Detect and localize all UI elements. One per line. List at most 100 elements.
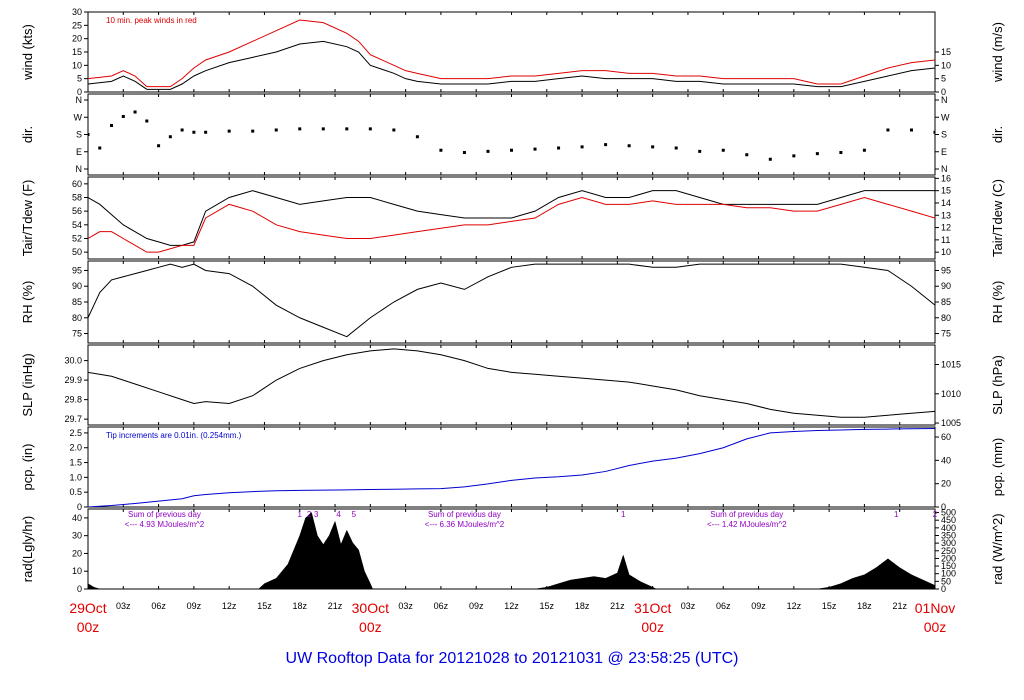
x-date-label: 29Oct [69, 600, 106, 616]
panel-7-event-label: 3 [314, 510, 319, 519]
panel-3-ytick-right-label: 16 [941, 173, 951, 183]
panel-5-ytick-left-label: 30.0 [64, 356, 82, 366]
x-tick-label: 06z [151, 601, 166, 611]
panel-2-ytick-right-label: E [941, 147, 947, 157]
panel-1-ytick-right-label: 10 [941, 60, 951, 70]
panel-2-point [933, 130, 935, 134]
panel-1-series-2 [88, 19, 935, 88]
x-tick-label: 12z [222, 601, 237, 611]
panel-2-point [157, 144, 161, 148]
panel-1-ytick-right-label: 0 [941, 87, 946, 97]
panel-1-frame [87, 11, 936, 93]
x-date-hour-label: 00z [359, 619, 382, 635]
panel-4-frame [87, 260, 936, 344]
x-tick-label: 09z [187, 601, 202, 611]
panel-1-ytick-left-label: 20 [72, 34, 82, 44]
panel-6-ylabel-left: pcp. (in) [20, 444, 35, 491]
panel-3-ytick-right-label: 10 [941, 247, 951, 257]
panel-7-annotation: <--- 1.42 MJoules/m^2 [707, 520, 787, 529]
panel-2-point [274, 128, 278, 132]
panel-7-ytick-right-label: 350 [941, 530, 956, 540]
panel-3-ytick-right-label: 11 [941, 235, 950, 245]
x-tick-label: 03z [681, 601, 696, 611]
panel-2-ytick-right-label: W [941, 112, 950, 122]
panel-4-ytick-left-label: 80 [72, 313, 82, 323]
panel-2-ytick-right-label: S [941, 130, 947, 140]
panel-5-ylabel-right: SLP (hPa) [990, 355, 1005, 415]
panel-2-point [298, 127, 302, 131]
x-date-label: 31Oct [634, 600, 671, 616]
x-tick-label: 03z [116, 601, 131, 611]
panel-3-series-1 [88, 190, 935, 246]
panel-2-point [674, 146, 678, 150]
x-tick-label: 03z [398, 601, 413, 611]
panel-7-ytick-left-label: 40 [72, 513, 82, 523]
panel-2-point [698, 149, 702, 153]
panel-7-ytick-right-label: 100 [941, 569, 956, 579]
panel-7-event-label: 2 [307, 510, 312, 519]
panel-1-ytick-right-label: 15 [941, 47, 951, 57]
panel-2-point [415, 135, 419, 139]
panel-2-ytick-right-label: N [941, 95, 948, 105]
panel-2-frame [87, 93, 936, 176]
panel-2-ytick-left-label: W [74, 112, 83, 122]
panel-7-annotation: Sum of previous day [428, 510, 501, 519]
x-tick-label: 15z [540, 601, 555, 611]
panel-3-ytick-right-label: 14 [941, 198, 951, 208]
panel-4-ytick-right-label: 80 [941, 313, 951, 323]
panel-6-ytick-left-label: 0.5 [69, 487, 82, 497]
panel-3-series-2 [88, 196, 935, 253]
panel-4-ytick-right-label: 85 [941, 297, 951, 307]
panel-3-ytick-left-label: 58 [72, 193, 82, 203]
panel-2-point [121, 115, 125, 118]
x-tick-label: 15z [822, 601, 837, 611]
panel-1-ylabel-right: wind (m/s) [990, 22, 1005, 83]
panel-4-ytick-left-label: 75 [72, 329, 82, 339]
panel-2-point [557, 146, 561, 150]
panel-6-ytick-left-label: 0 [77, 502, 82, 512]
panel-7-ytick-left-label: 30 [72, 531, 82, 541]
panel-4-ylabel-left: RH (%) [20, 281, 35, 324]
panel-2-point [886, 128, 890, 132]
panel-2-point [909, 128, 913, 132]
panel-5-ytick-right-label: 1015 [941, 360, 961, 370]
panel-2-point [768, 157, 772, 161]
panel-2-point [251, 129, 255, 133]
panel-3-ytick-left-label: 54 [72, 220, 82, 230]
panel-4-ytick-left-label: 85 [72, 297, 82, 307]
panel-2-point [815, 152, 819, 156]
panel-6-ytick-right-label: 40 [941, 455, 951, 465]
panel-2-ylabel-right: dir. [990, 126, 1005, 143]
panel-2-point [604, 143, 608, 147]
x-tick-label: 09z [469, 601, 484, 611]
panel-2-ytick-left-label: S [76, 130, 82, 140]
panel-5-ytick-right-label: 1005 [941, 418, 961, 428]
panel-3-ylabel-right: Tair/Tdew (C) [990, 179, 1005, 257]
panel-3-ytick-right-label: 13 [941, 210, 951, 220]
panel-2-point [533, 147, 537, 151]
panel-2-point [133, 110, 137, 114]
panel-2-point [192, 130, 196, 134]
panel-2-ytick-right-label: N [941, 164, 948, 174]
panel-1-ytick-left-label: 25 [72, 20, 82, 30]
panel-2-ylabel-left: dir. [20, 126, 35, 143]
panel-3-ytick-left-label: 50 [72, 247, 82, 257]
panel-7-ytick-right-label: 200 [941, 553, 956, 563]
x-tick-label: 12z [504, 601, 519, 611]
panel-2-point [392, 128, 396, 132]
panel-4-ytick-left-label: 90 [72, 281, 82, 291]
panel-7-annotation: Sum of previous day [128, 510, 201, 519]
panel-6-ytick-left-label: 2.5 [69, 428, 82, 438]
panel-2-point [862, 148, 866, 152]
x-tick-label: 21z [328, 601, 343, 611]
panel-7-event-label: 1 [298, 510, 303, 519]
x-tick-label: 12z [787, 601, 802, 611]
panel-7-ytick-left-label: 10 [72, 566, 82, 576]
panel-2-point [321, 127, 325, 131]
panel-6-ytick-right-label: 60 [941, 432, 951, 442]
panel-7-ytick-right-label: 250 [941, 546, 956, 556]
panel-5-ytick-left-label: 29.7 [64, 414, 82, 424]
panel-3-ytick-left-label: 52 [72, 234, 82, 244]
x-date-label: 30Oct [352, 600, 389, 616]
